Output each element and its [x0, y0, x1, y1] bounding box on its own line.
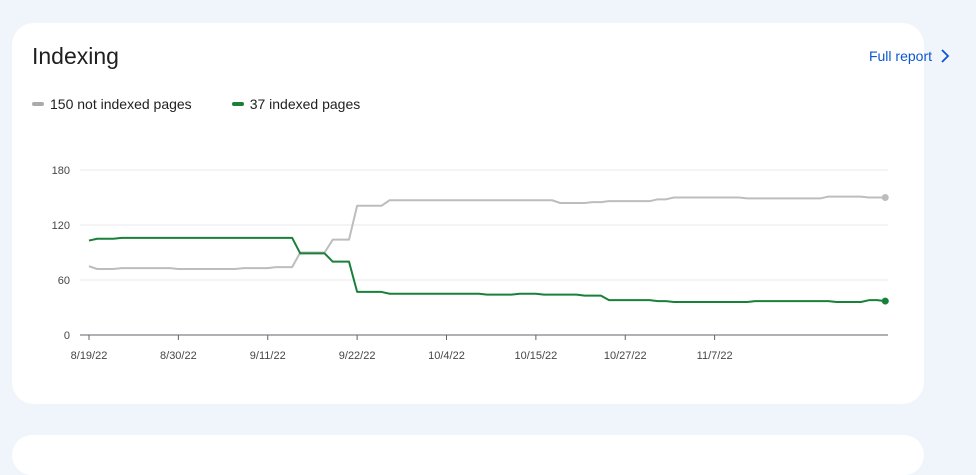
y-tick-label: 120	[52, 220, 70, 232]
indexing-card	[12, 23, 924, 404]
legend-swatch-not-indexed	[32, 102, 44, 106]
chart-legend: 150 not indexed pages 37 indexed pages	[32, 96, 400, 112]
card-title: Indexing	[32, 43, 119, 69]
legend-swatch-indexed	[231, 102, 244, 106]
y-tick-label: 180	[52, 165, 70, 177]
x-tick-label: 10/15/22	[514, 350, 557, 362]
y-tick-label: 60	[58, 275, 70, 287]
x-tick-label: 10/4/22	[428, 350, 465, 362]
y-tick-label: 0	[64, 330, 70, 342]
x-tick-label: 11/7/22	[697, 350, 733, 362]
series-line-1	[88, 236, 886, 303]
x-tick-label: 8/30/22	[160, 350, 197, 362]
x-tick-label: 8/19/22	[71, 350, 108, 362]
x-tick-label: 10/27/22	[604, 350, 647, 362]
legend-label-indexed: 37 indexed pages	[249, 96, 361, 112]
full-report-link[interactable]: Full report	[869, 48, 950, 64]
legend-item-not-indexed[interactable]: 150 not indexed pages	[32, 96, 192, 112]
legend-label-not-indexed: 150 not indexed pages	[50, 96, 192, 112]
series-endpoint-0	[881, 194, 889, 201]
indexing-line-chart: 0 60 120 180 8/19/22 8/30/22 9/11/22 9/22/22 10/…	[52, 165, 889, 362]
series-line-0	[88, 195, 886, 270]
series-endpoint-1	[881, 297, 889, 305]
chevron-right-icon	[941, 49, 950, 63]
x-tick-label: 9/11/22	[250, 350, 286, 362]
full-report-label: Full report	[868, 48, 932, 64]
x-tick-label: 9/22/22	[339, 350, 376, 362]
legend-item-indexed[interactable]: 37 indexed pages	[231, 96, 361, 112]
